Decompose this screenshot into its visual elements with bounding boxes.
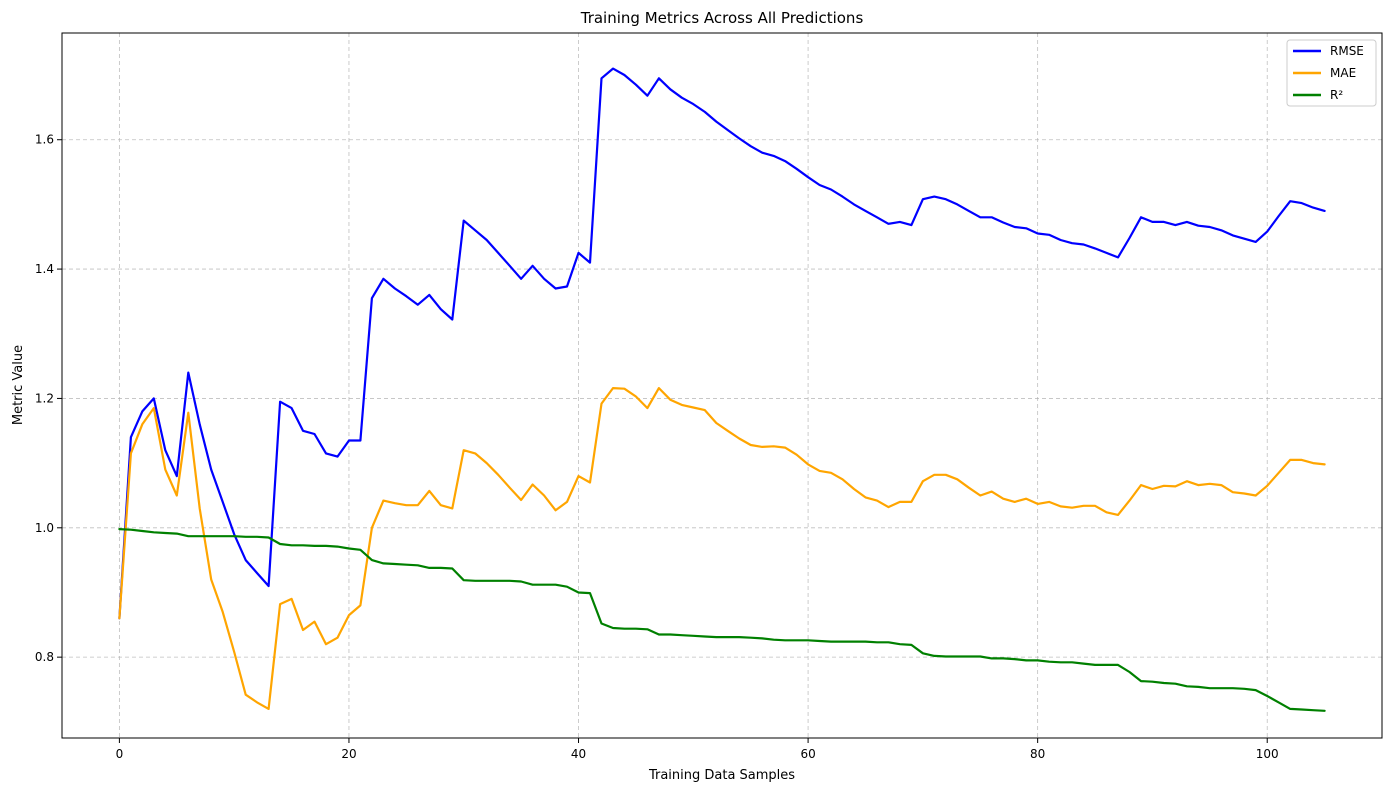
tick-layer: 0 20 40 60 80 100 0.8 1.0 1.2 1.4 1.6 <box>35 133 1279 761</box>
legend-label-2: R² <box>1330 88 1343 102</box>
y-axis-label: Metric Value <box>11 345 26 425</box>
x-tick-label: 20 <box>341 747 356 761</box>
series-layer <box>118 67 1326 712</box>
y-tick-label: 1.4 <box>35 262 54 276</box>
series-line-1 <box>118 387 1326 710</box>
y-tick-label: 0.8 <box>35 650 54 664</box>
chart-title: Training Metrics Across All Predictions <box>580 9 864 27</box>
x-tick-label: 0 <box>116 747 124 761</box>
y-tick-label: 1.2 <box>35 391 54 405</box>
grid-layer <box>62 33 1382 738</box>
x-tick-label: 60 <box>800 747 815 761</box>
plot-frame <box>61 32 1383 739</box>
x-tick-label: 100 <box>1256 747 1279 761</box>
legend-box <box>1286 39 1377 107</box>
series-line-2 <box>118 528 1326 712</box>
y-tick-label: 1.6 <box>35 133 54 147</box>
legend: RMSE MAE R² <box>1286 39 1377 107</box>
legend-label-1: MAE <box>1330 66 1356 80</box>
x-tick-label: 80 <box>1030 747 1045 761</box>
y-tick-label: 1.0 <box>35 521 54 535</box>
x-axis-label: Training Data Samples <box>648 768 795 783</box>
x-tick-label: 40 <box>571 747 586 761</box>
legend-label-0: RMSE <box>1330 44 1364 58</box>
series-line-0 <box>118 67 1326 620</box>
